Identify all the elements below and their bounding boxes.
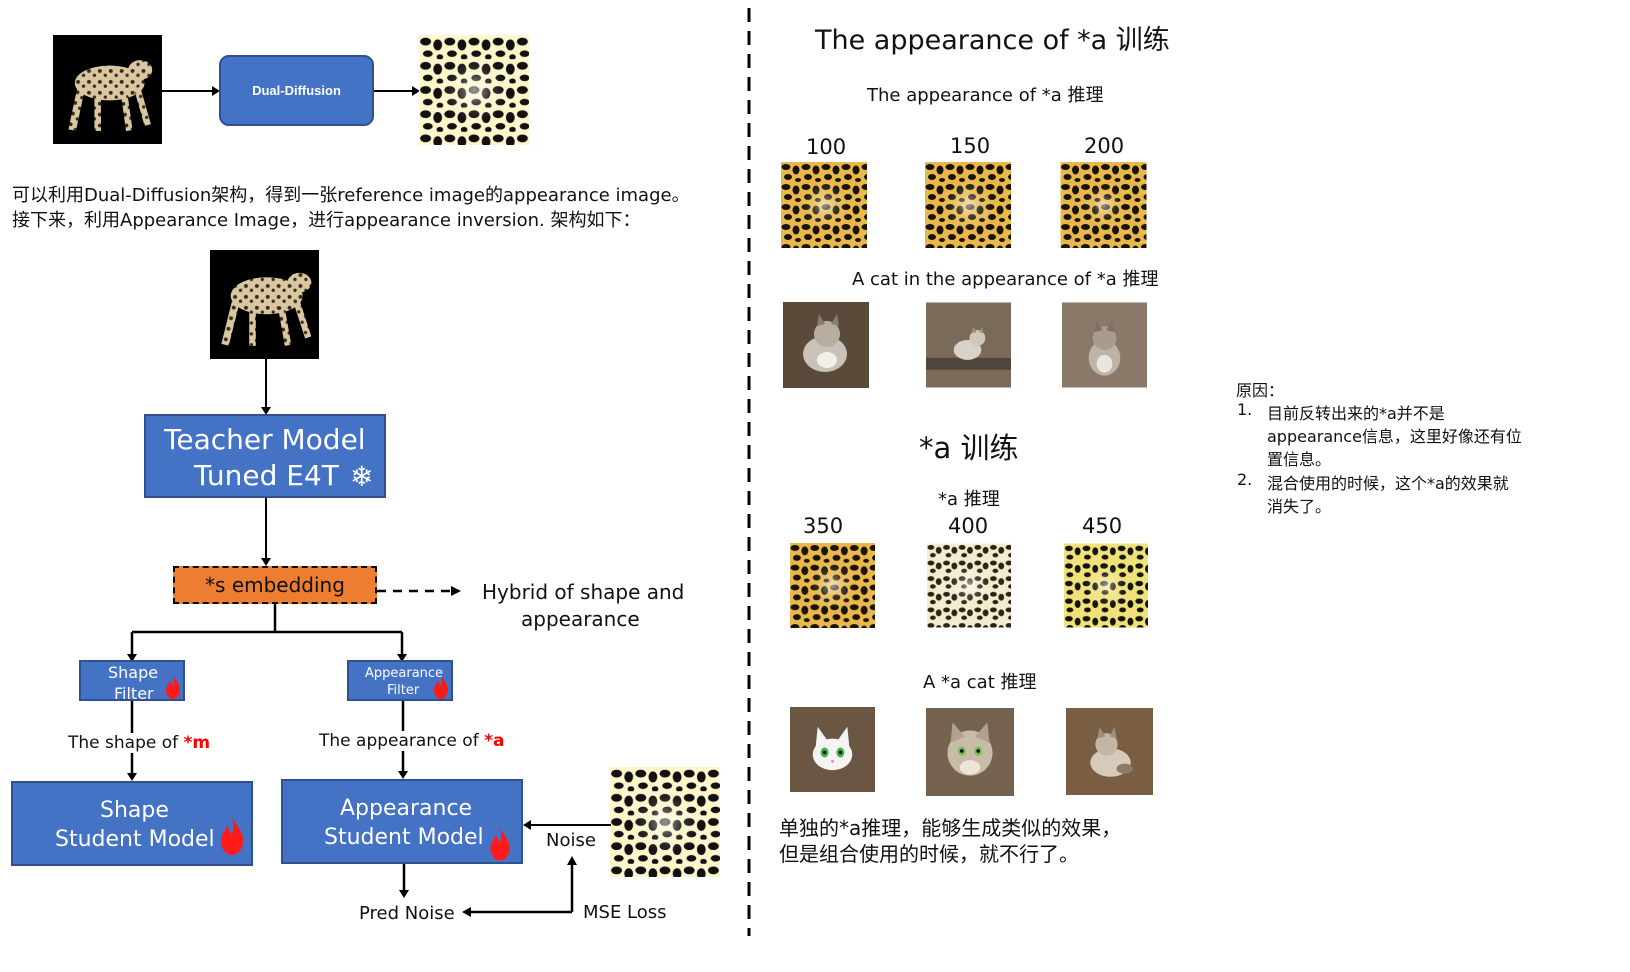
notes-item-1-line-1: 目前反转出来的*a并不是	[1267, 404, 1445, 423]
conclusion-line-1: 单独的*a推理，能够生成类似的效果，	[779, 816, 1122, 840]
flame-icon	[166, 675, 180, 699]
shape-student-line-2: Student Model	[55, 827, 215, 852]
arrow-to-pred-noise	[399, 864, 409, 898]
notes-heading: 原因：	[1236, 381, 1285, 400]
shape-filter-box: Shape Filter	[79, 660, 185, 703]
cat-result-6	[1066, 708, 1153, 795]
appearance-token: *a	[484, 731, 505, 751]
arrow-to-embedding	[261, 498, 271, 566]
step-label: 400	[948, 514, 989, 538]
texture-result-400	[927, 543, 1011, 628]
flame-icon	[220, 817, 244, 855]
subtitle-a-cat-inference: A *a cat 推理	[923, 672, 1037, 693]
vertical-divider	[747, 8, 751, 936]
step-label: 200	[1084, 134, 1125, 158]
dashed-arrow-to-hybrid	[377, 586, 461, 596]
conclusion-line-2: 但是组合使用的时候，就不行了。	[779, 842, 1079, 866]
appearance-student-line-1: Appearance	[340, 796, 473, 821]
notes-item-2-number: 2.	[1237, 470, 1253, 489]
branch-connector	[127, 604, 407, 662]
hybrid-line-1: Hybrid of shape and	[482, 580, 685, 604]
shape-student-model-box: Shape Student Model	[11, 781, 253, 866]
arrow-to-dual-diffusion	[162, 86, 220, 96]
hybrid-line-2: appearance	[521, 607, 640, 631]
texture-result-350	[790, 543, 875, 628]
description-line-2: 接下来，利用Appearance Image，进行appearance inve…	[12, 210, 641, 231]
appearance-of-text: The appearance of	[319, 731, 485, 751]
texture-result-150	[925, 162, 1011, 248]
teacher-line-1: Teacher Model	[164, 423, 366, 456]
appearance-texture-top	[419, 35, 529, 145]
arrow-noise-to-student	[523, 820, 611, 830]
title-appearance-training: The appearance of *a 训练	[815, 25, 1170, 56]
noise-label: Noise	[546, 830, 596, 851]
subtitle-appearance-inference: The appearance of *a 推理	[867, 85, 1104, 106]
step-label: 450	[1082, 514, 1123, 538]
shape-student-line-1: Shape	[100, 798, 169, 823]
shape-filter-line-1: Shape	[108, 663, 159, 682]
cat-result-5	[926, 708, 1014, 796]
step-label: 100	[806, 135, 847, 159]
notes-item-2-line-1: 混合使用的时候，这个*a的效果就	[1267, 474, 1509, 493]
mse-loss-connector	[462, 856, 577, 917]
appearance-student-model-box: Appearance Student Model	[281, 779, 523, 864]
noise-texture-image	[610, 767, 720, 877]
arrow-to-appearance-image	[374, 86, 420, 96]
flame-icon	[434, 675, 448, 699]
teacher-line-2: Tuned E4T	[194, 459, 339, 492]
cat-result-1	[783, 302, 869, 388]
appearance-of-a-label: The appearance of *a	[318, 731, 506, 751]
dual-diffusion-label: Dual-Diffusion	[252, 83, 341, 98]
shape-filter-line-2: Filter	[114, 684, 154, 703]
appearance-student-line-2: Student Model	[324, 825, 484, 850]
step-label: 150	[950, 134, 991, 158]
subtitle-cat-appearance-inference: A cat in the appearance of *a 推理	[852, 269, 1159, 290]
description-line-1: 可以利用Dual-Diffusion架构，得到一张reference image…	[12, 185, 690, 206]
shape-token: *m	[183, 733, 211, 753]
cat-result-3	[1062, 302, 1147, 388]
notes-item-2-line-2: 消失了。	[1267, 497, 1332, 516]
notes-item-1-line-3: 置信息。	[1267, 450, 1332, 469]
flame-icon	[490, 827, 510, 861]
s-embedding-box: *s embedding	[173, 566, 377, 604]
subtitle-a-inference: *a 推理	[938, 489, 1000, 510]
cat-result-2	[926, 302, 1011, 388]
cat-result-4	[790, 707, 875, 792]
texture-result-100	[781, 162, 867, 248]
notes-item-1-number: 1.	[1237, 400, 1253, 419]
step-label: 350	[803, 514, 844, 538]
arrow-to-teacher	[261, 359, 271, 415]
shape-of-text: The shape of	[68, 733, 184, 753]
texture-result-200	[1060, 162, 1147, 248]
mse-loss-label: MSE Loss	[583, 902, 667, 923]
appearance-filter-box: Appearance Filter	[347, 660, 453, 701]
shape-of-m-label: The shape of *m	[67, 733, 212, 753]
leopard-image-top	[53, 35, 162, 144]
leopard-image-input	[210, 250, 319, 359]
title-a-training: *a 训练	[919, 431, 1019, 465]
notes-item-1-line-2: appearance信息，这里好像还有位	[1267, 427, 1522, 446]
texture-result-450	[1064, 543, 1148, 628]
pred-noise-label: Pred Noise	[359, 903, 455, 924]
teacher-model-box: Teacher Model Tuned E4T ❄	[144, 414, 386, 498]
snowflake-icon: ❄	[350, 460, 374, 493]
appearance-filter-line-1: Appearance	[365, 666, 444, 681]
dual-diffusion-box: Dual-Diffusion	[219, 55, 374, 126]
s-embedding-label: *s embedding	[205, 573, 345, 597]
appearance-filter-line-2: Filter	[387, 683, 420, 698]
